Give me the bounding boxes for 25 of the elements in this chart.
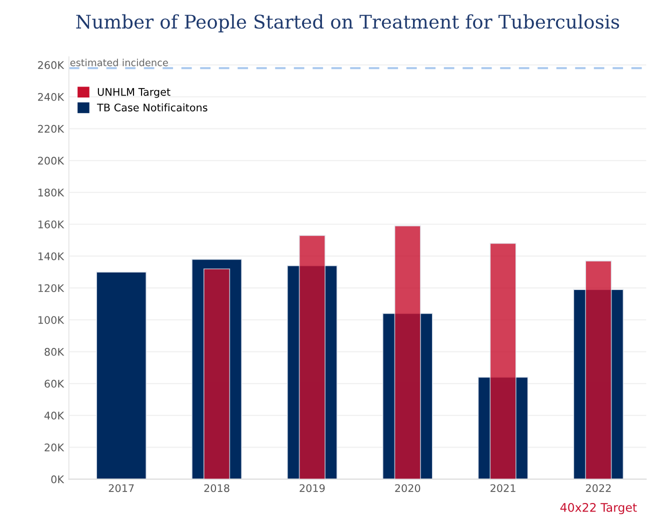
y-tick-label: 160K (38, 220, 64, 228)
legend-label: UNHLM Target (98, 88, 170, 98)
y-tick-label: 40K (44, 412, 64, 420)
x-tick-label: 2019 (300, 484, 325, 492)
y-tick-label: 100K (38, 316, 64, 324)
y-tick-label: 260K (38, 61, 64, 70)
y-tick-label: 60K (44, 380, 64, 388)
y-tick-label: 240K (38, 93, 64, 101)
y-tick-label: 140K (38, 252, 64, 260)
legend-label: TB Case Notificaitons (96, 103, 208, 112)
y-tick-label: 20K (44, 444, 64, 452)
chart-title: Number of People Started on Treatment for Tuberculosis (76, 14, 620, 32)
y-tick-label: 80K (44, 348, 64, 356)
y-tick-label: 220K (38, 124, 64, 133)
y-tick-label: 0K (51, 475, 64, 484)
y-tick-label: 180K (38, 188, 64, 196)
ref-line-label: estimated incidence (70, 58, 168, 66)
x-tick-label: 2022 (586, 484, 611, 492)
x-tick-label: 2020 (395, 484, 420, 492)
y-tick-label: 120K (38, 284, 64, 292)
x-tick-label: 2017 (108, 484, 134, 492)
x-tick-label: 2018 (204, 484, 230, 492)
x-tick-label: 2021 (490, 484, 516, 492)
y-tick-label: 200K (38, 156, 64, 165)
text: 40x22 Target (560, 502, 637, 514)
